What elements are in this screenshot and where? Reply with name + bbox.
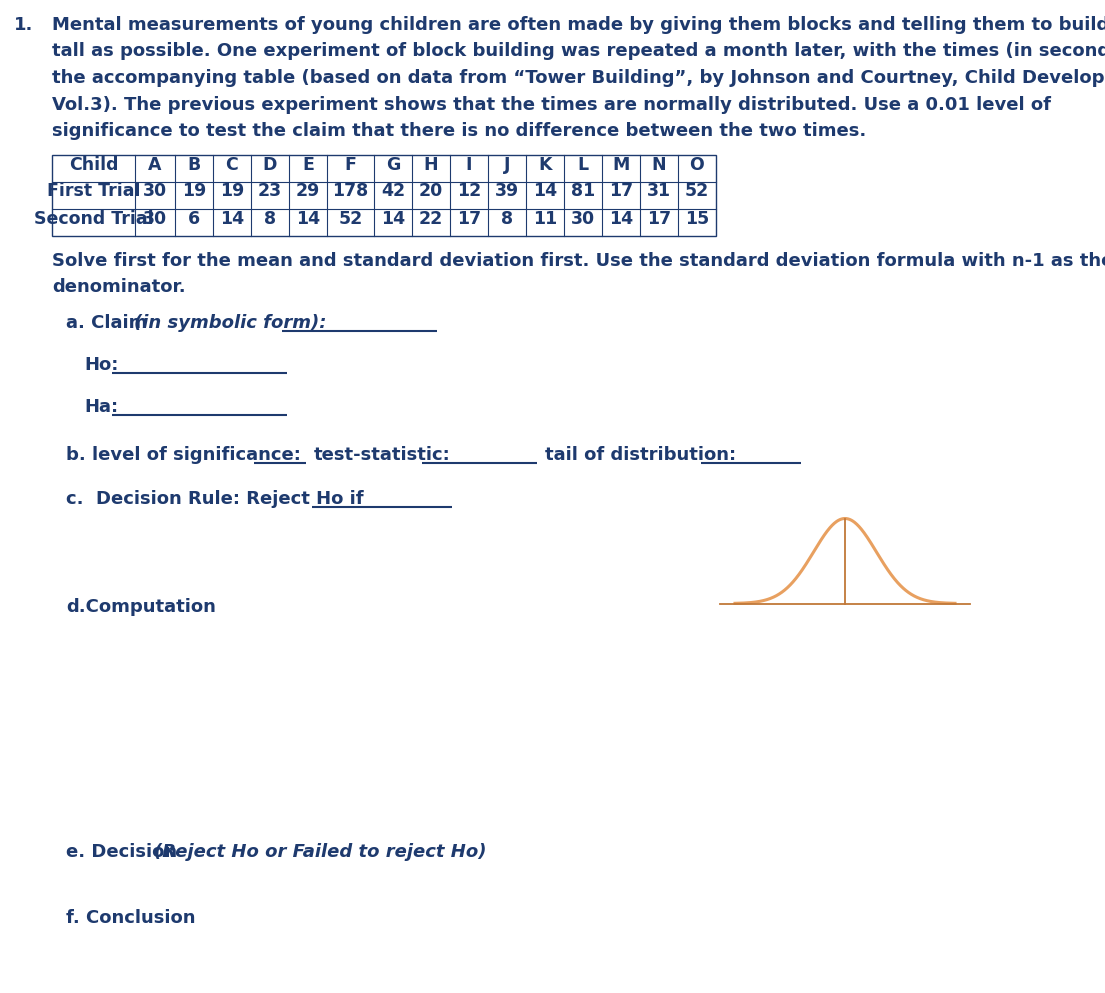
Text: 14: 14 [533, 183, 557, 201]
Text: Mental measurements of young children are often made by giving them blocks and t: Mental measurements of young children ar… [52, 16, 1105, 34]
Text: f. Conclusion: f. Conclusion [66, 909, 196, 927]
Text: 8: 8 [501, 210, 513, 227]
Text: 22: 22 [419, 210, 443, 227]
Text: 81: 81 [571, 183, 596, 201]
Text: First Trial: First Trial [46, 183, 140, 201]
Text: 52: 52 [685, 183, 709, 201]
Text: (in symbolic form):: (in symbolic form): [134, 315, 326, 333]
Text: d.Computation: d.Computation [66, 599, 215, 617]
Text: E: E [302, 156, 314, 174]
Text: F: F [345, 156, 357, 174]
Text: the accompanying table (based on data from “Tower Building”, by Johnson and Cour: the accompanying table (based on data fr… [52, 69, 1105, 87]
Text: 30: 30 [143, 210, 167, 227]
Text: B: B [188, 156, 201, 174]
Text: 11: 11 [533, 210, 557, 227]
Text: Vol.3). The previous experiment shows that the times are normally distributed. U: Vol.3). The previous experiment shows th… [52, 95, 1051, 113]
Text: Child: Child [69, 156, 118, 174]
Text: 19: 19 [182, 183, 207, 201]
Text: 30: 30 [571, 210, 596, 227]
Text: 39: 39 [495, 183, 519, 201]
Text: 23: 23 [257, 183, 282, 201]
Text: 31: 31 [646, 183, 671, 201]
Text: 6: 6 [188, 210, 200, 227]
Text: 14: 14 [609, 210, 633, 227]
Text: H: H [423, 156, 439, 174]
Text: 8: 8 [264, 210, 276, 227]
Text: e. Decision: e. Decision [66, 843, 183, 861]
Text: test-statistic:: test-statistic: [314, 447, 451, 465]
Text: 178: 178 [333, 183, 369, 201]
Text: b. level of significance:: b. level of significance: [66, 447, 307, 465]
Text: 30: 30 [143, 183, 167, 201]
Text: 15: 15 [685, 210, 709, 227]
Text: L: L [578, 156, 589, 174]
Text: c.  Decision Rule: Reject Ho if: c. Decision Rule: Reject Ho if [66, 491, 370, 508]
Text: 1.: 1. [14, 16, 33, 34]
Text: 19: 19 [220, 183, 244, 201]
Text: I: I [465, 156, 472, 174]
Text: 17: 17 [646, 210, 671, 227]
Text: N: N [652, 156, 666, 174]
Text: 29: 29 [296, 183, 320, 201]
Text: 20: 20 [419, 183, 443, 201]
Text: a. Claim: a. Claim [66, 315, 154, 333]
Bar [52, 155, 716, 235]
Text: 14: 14 [296, 210, 320, 227]
Text: O: O [690, 156, 704, 174]
Text: 12: 12 [456, 183, 481, 201]
Text: significance to test the claim that there is no difference between the two times: significance to test the claim that ther… [52, 122, 866, 140]
Text: C: C [225, 156, 239, 174]
Text: Ha:: Ha: [84, 398, 118, 416]
Text: tail of distribution:: tail of distribution: [545, 447, 736, 465]
Text: Solve first for the mean and standard deviation first. Use the standard deviatio: Solve first for the mean and standard de… [52, 251, 1105, 269]
Text: D: D [263, 156, 277, 174]
Text: 17: 17 [457, 210, 481, 227]
Text: Second Trial: Second Trial [33, 210, 154, 227]
Text: J: J [504, 156, 511, 174]
Text: tall as possible. One experiment of block building was repeated a month later, w: tall as possible. One experiment of bloc… [52, 43, 1105, 61]
Text: 17: 17 [609, 183, 633, 201]
Text: M: M [612, 156, 630, 174]
Text: denominator.: denominator. [52, 278, 186, 296]
Text: (Reject Ho or Failed to reject Ho): (Reject Ho or Failed to reject Ho) [154, 843, 486, 861]
Text: 52: 52 [338, 210, 362, 227]
Text: A: A [148, 156, 161, 174]
Text: G: G [386, 156, 400, 174]
Text: K: K [538, 156, 551, 174]
Text: 14: 14 [220, 210, 244, 227]
Text: 14: 14 [381, 210, 406, 227]
Text: 42: 42 [381, 183, 406, 201]
Text: Ho:: Ho: [84, 356, 118, 374]
